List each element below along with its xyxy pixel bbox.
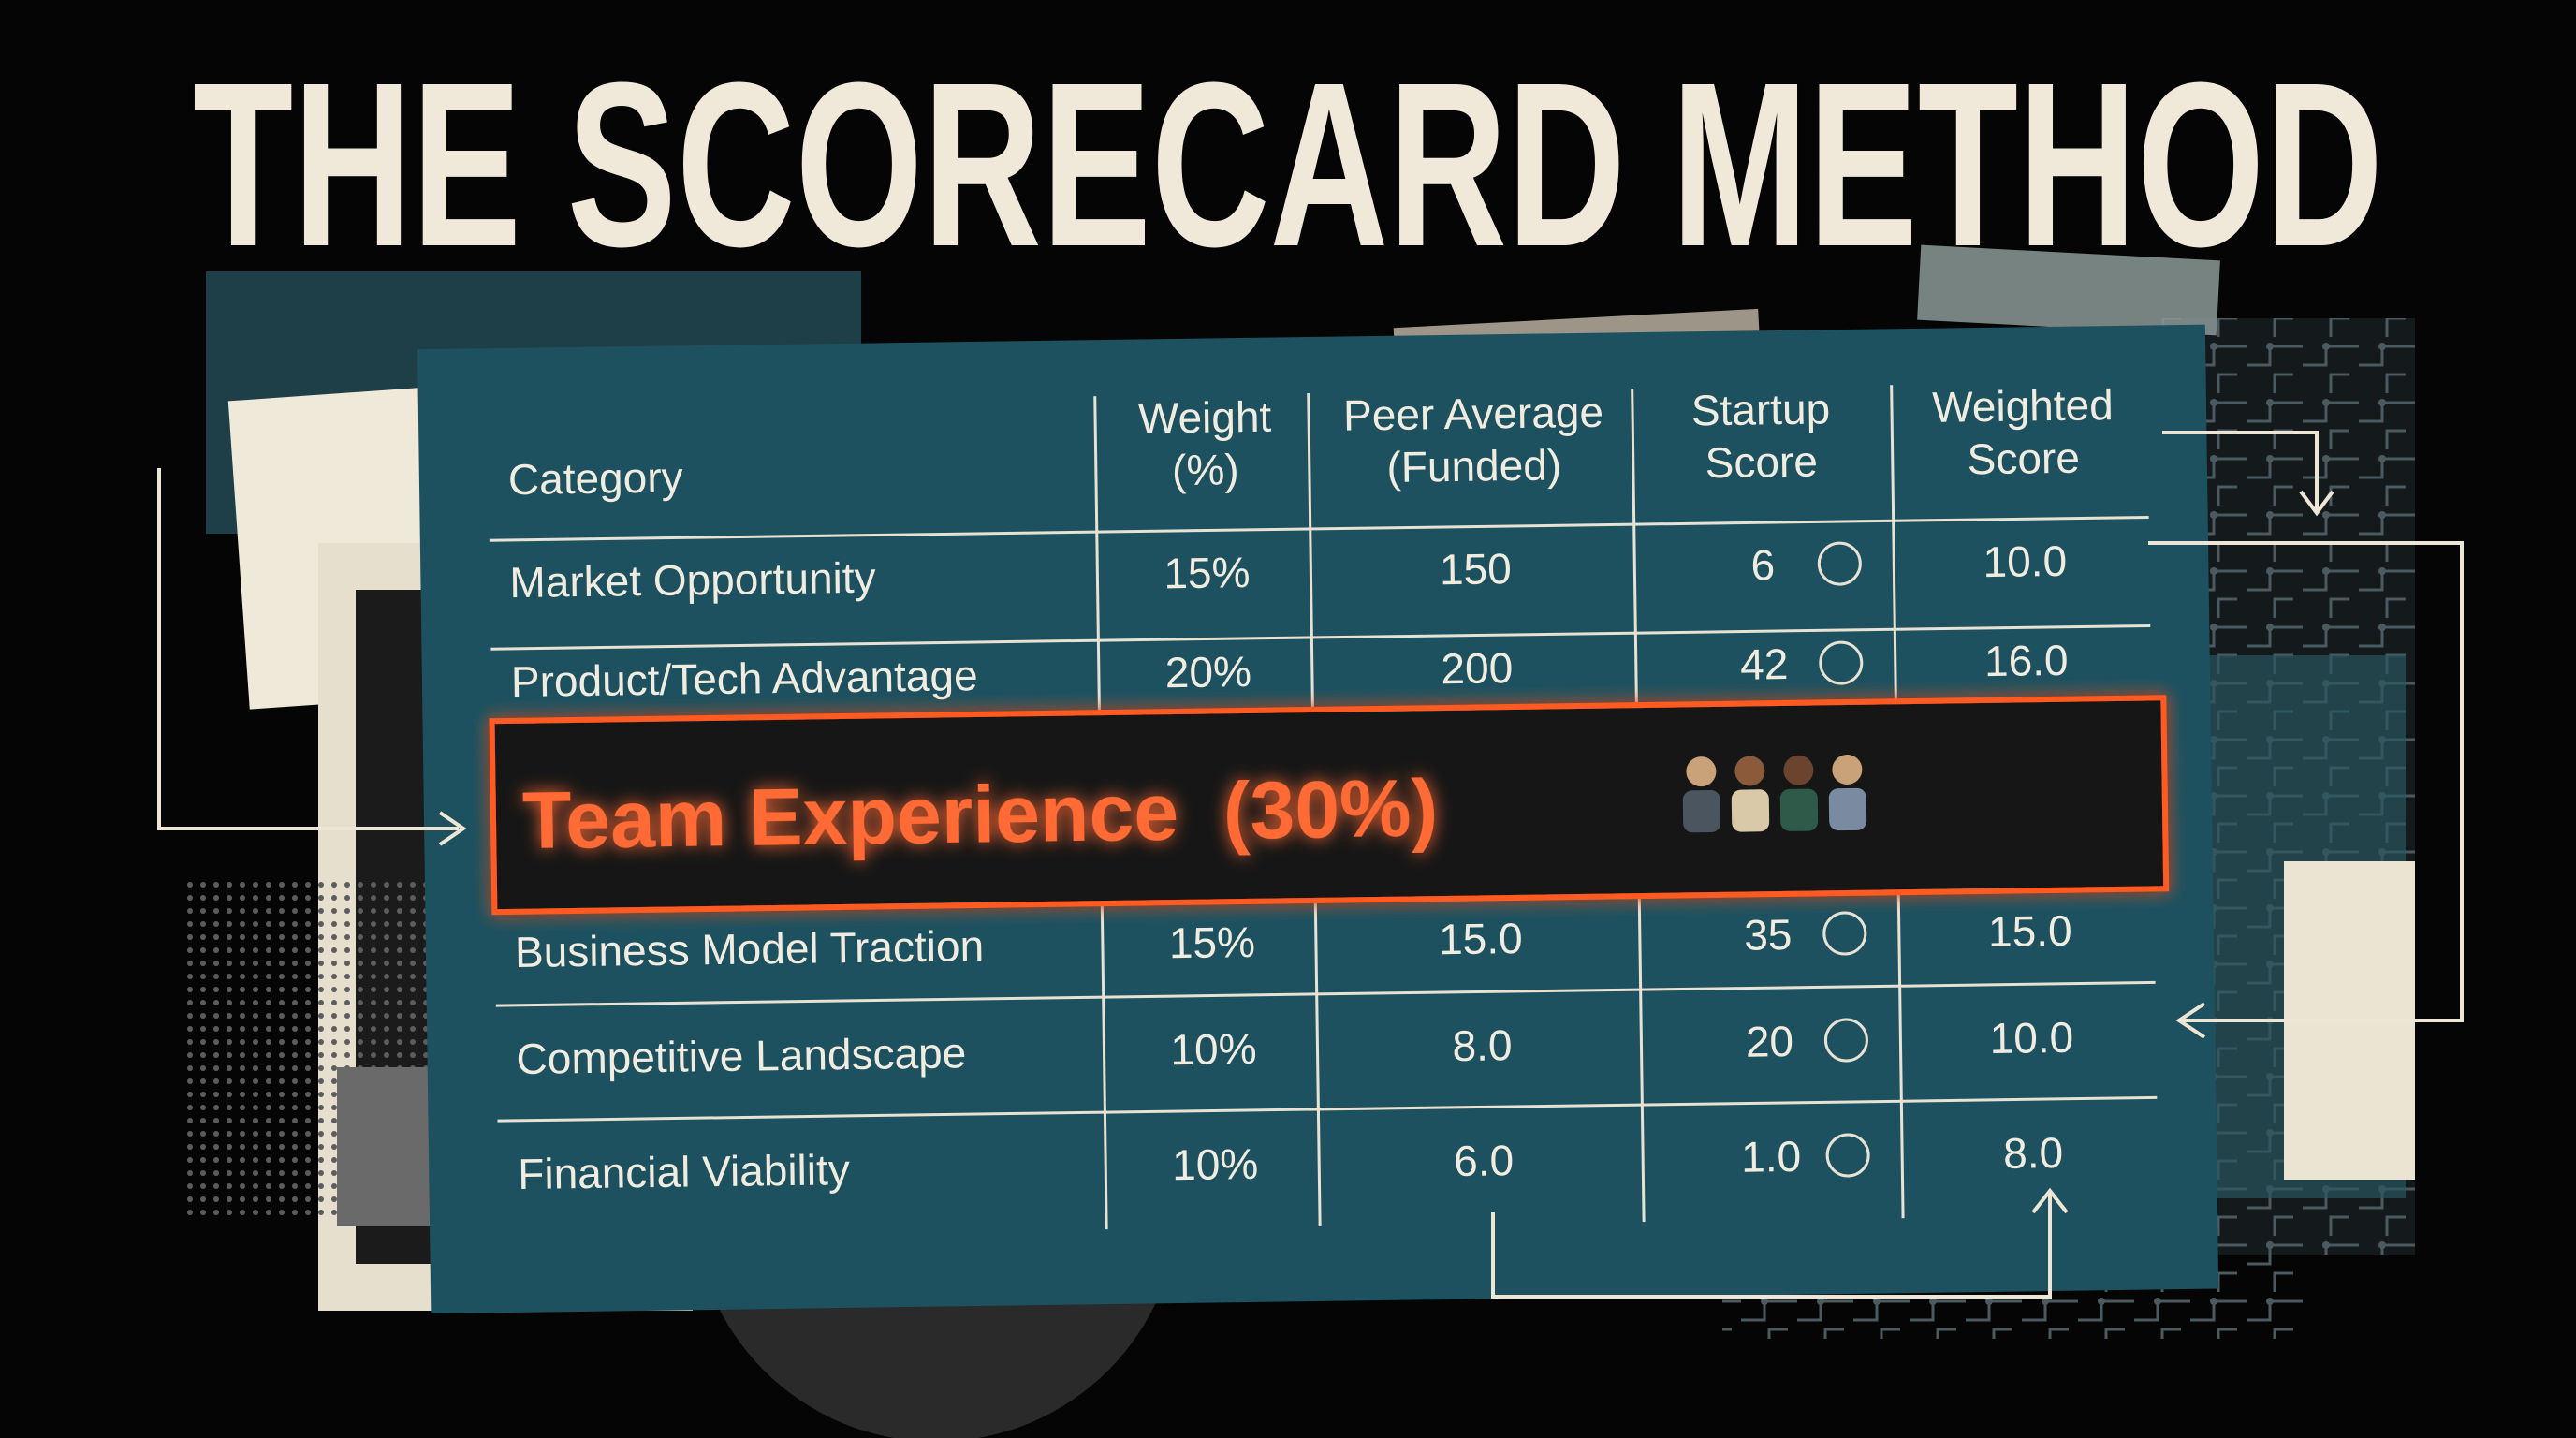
table-cell: 10% — [1172, 1139, 1259, 1189]
flow-arrows — [157, 431, 2464, 1299]
score-icon — [1819, 640, 1864, 685]
table-cell: 8.0 — [2003, 1128, 2064, 1178]
table-cell: 42 — [1740, 639, 1789, 689]
score-icon — [1817, 541, 1862, 586]
column-header: (%) — [1172, 445, 1239, 494]
row-divider — [490, 624, 2151, 651]
column-header: Category — [508, 452, 683, 504]
team-icon — [1682, 754, 1867, 833]
table-cell: 6.0 — [1454, 1136, 1515, 1185]
row-label: Business Model Traction — [515, 921, 985, 976]
score-icon — [1822, 911, 1867, 956]
score-icon — [1825, 1133, 1870, 1178]
row-label: Product/Tech Advantage — [511, 651, 978, 706]
highlight-label: Team Experience (30%) — [521, 764, 1439, 867]
row-divider — [489, 515, 2149, 542]
table-cell: 150 — [1440, 544, 1512, 594]
column-header: (Funded) — [1386, 440, 1561, 492]
scorecard-table: Category Weight(%) Peer Average(Funded) Sta… — [489, 380, 2158, 1230]
table-cell: 200 — [1441, 643, 1513, 693]
table-cell: 15% — [1168, 917, 1255, 967]
column-header: Score — [1705, 437, 1818, 488]
row-divider — [497, 1095, 2158, 1123]
column-header: Weighted — [1932, 380, 2114, 432]
row-label: Financial Viability — [518, 1145, 850, 1198]
table-cell: 8.0 — [1452, 1020, 1513, 1070]
column-header: Score — [1967, 433, 2080, 484]
column-header: Peer Average — [1343, 388, 1604, 440]
table-cell: 20 — [1745, 1017, 1793, 1066]
table-cell: 10.0 — [1989, 1013, 2073, 1063]
score-icon — [1823, 1018, 1868, 1063]
table-cell: 15.0 — [1988, 906, 2072, 956]
table-cell: 20% — [1164, 647, 1251, 697]
row-divider — [495, 980, 2156, 1007]
scorecard-panel: Category Weight(%) Peer Average(Funded) Sta… — [417, 324, 2219, 1314]
row-label: Market Opportunity — [509, 553, 876, 607]
table-cell: 1.0 — [1741, 1132, 1802, 1181]
table-cell: 10% — [1170, 1024, 1257, 1074]
table-cell: 6 — [1750, 540, 1775, 589]
row-label: Competitive Landscape — [516, 1028, 966, 1083]
column-header: Weight — [1138, 392, 1272, 443]
highlight-box — [489, 695, 2170, 916]
title: THE SCORECARD METHOD — [193, 34, 2383, 295]
table-cell: 15% — [1164, 548, 1251, 597]
table-cell: 35 — [1744, 910, 1793, 960]
table-cell: 16.0 — [1984, 636, 2069, 685]
table-cell: 10.0 — [1983, 536, 2067, 586]
table-cell: 15.0 — [1439, 914, 1523, 963]
column-header: Startup — [1690, 384, 1830, 434]
